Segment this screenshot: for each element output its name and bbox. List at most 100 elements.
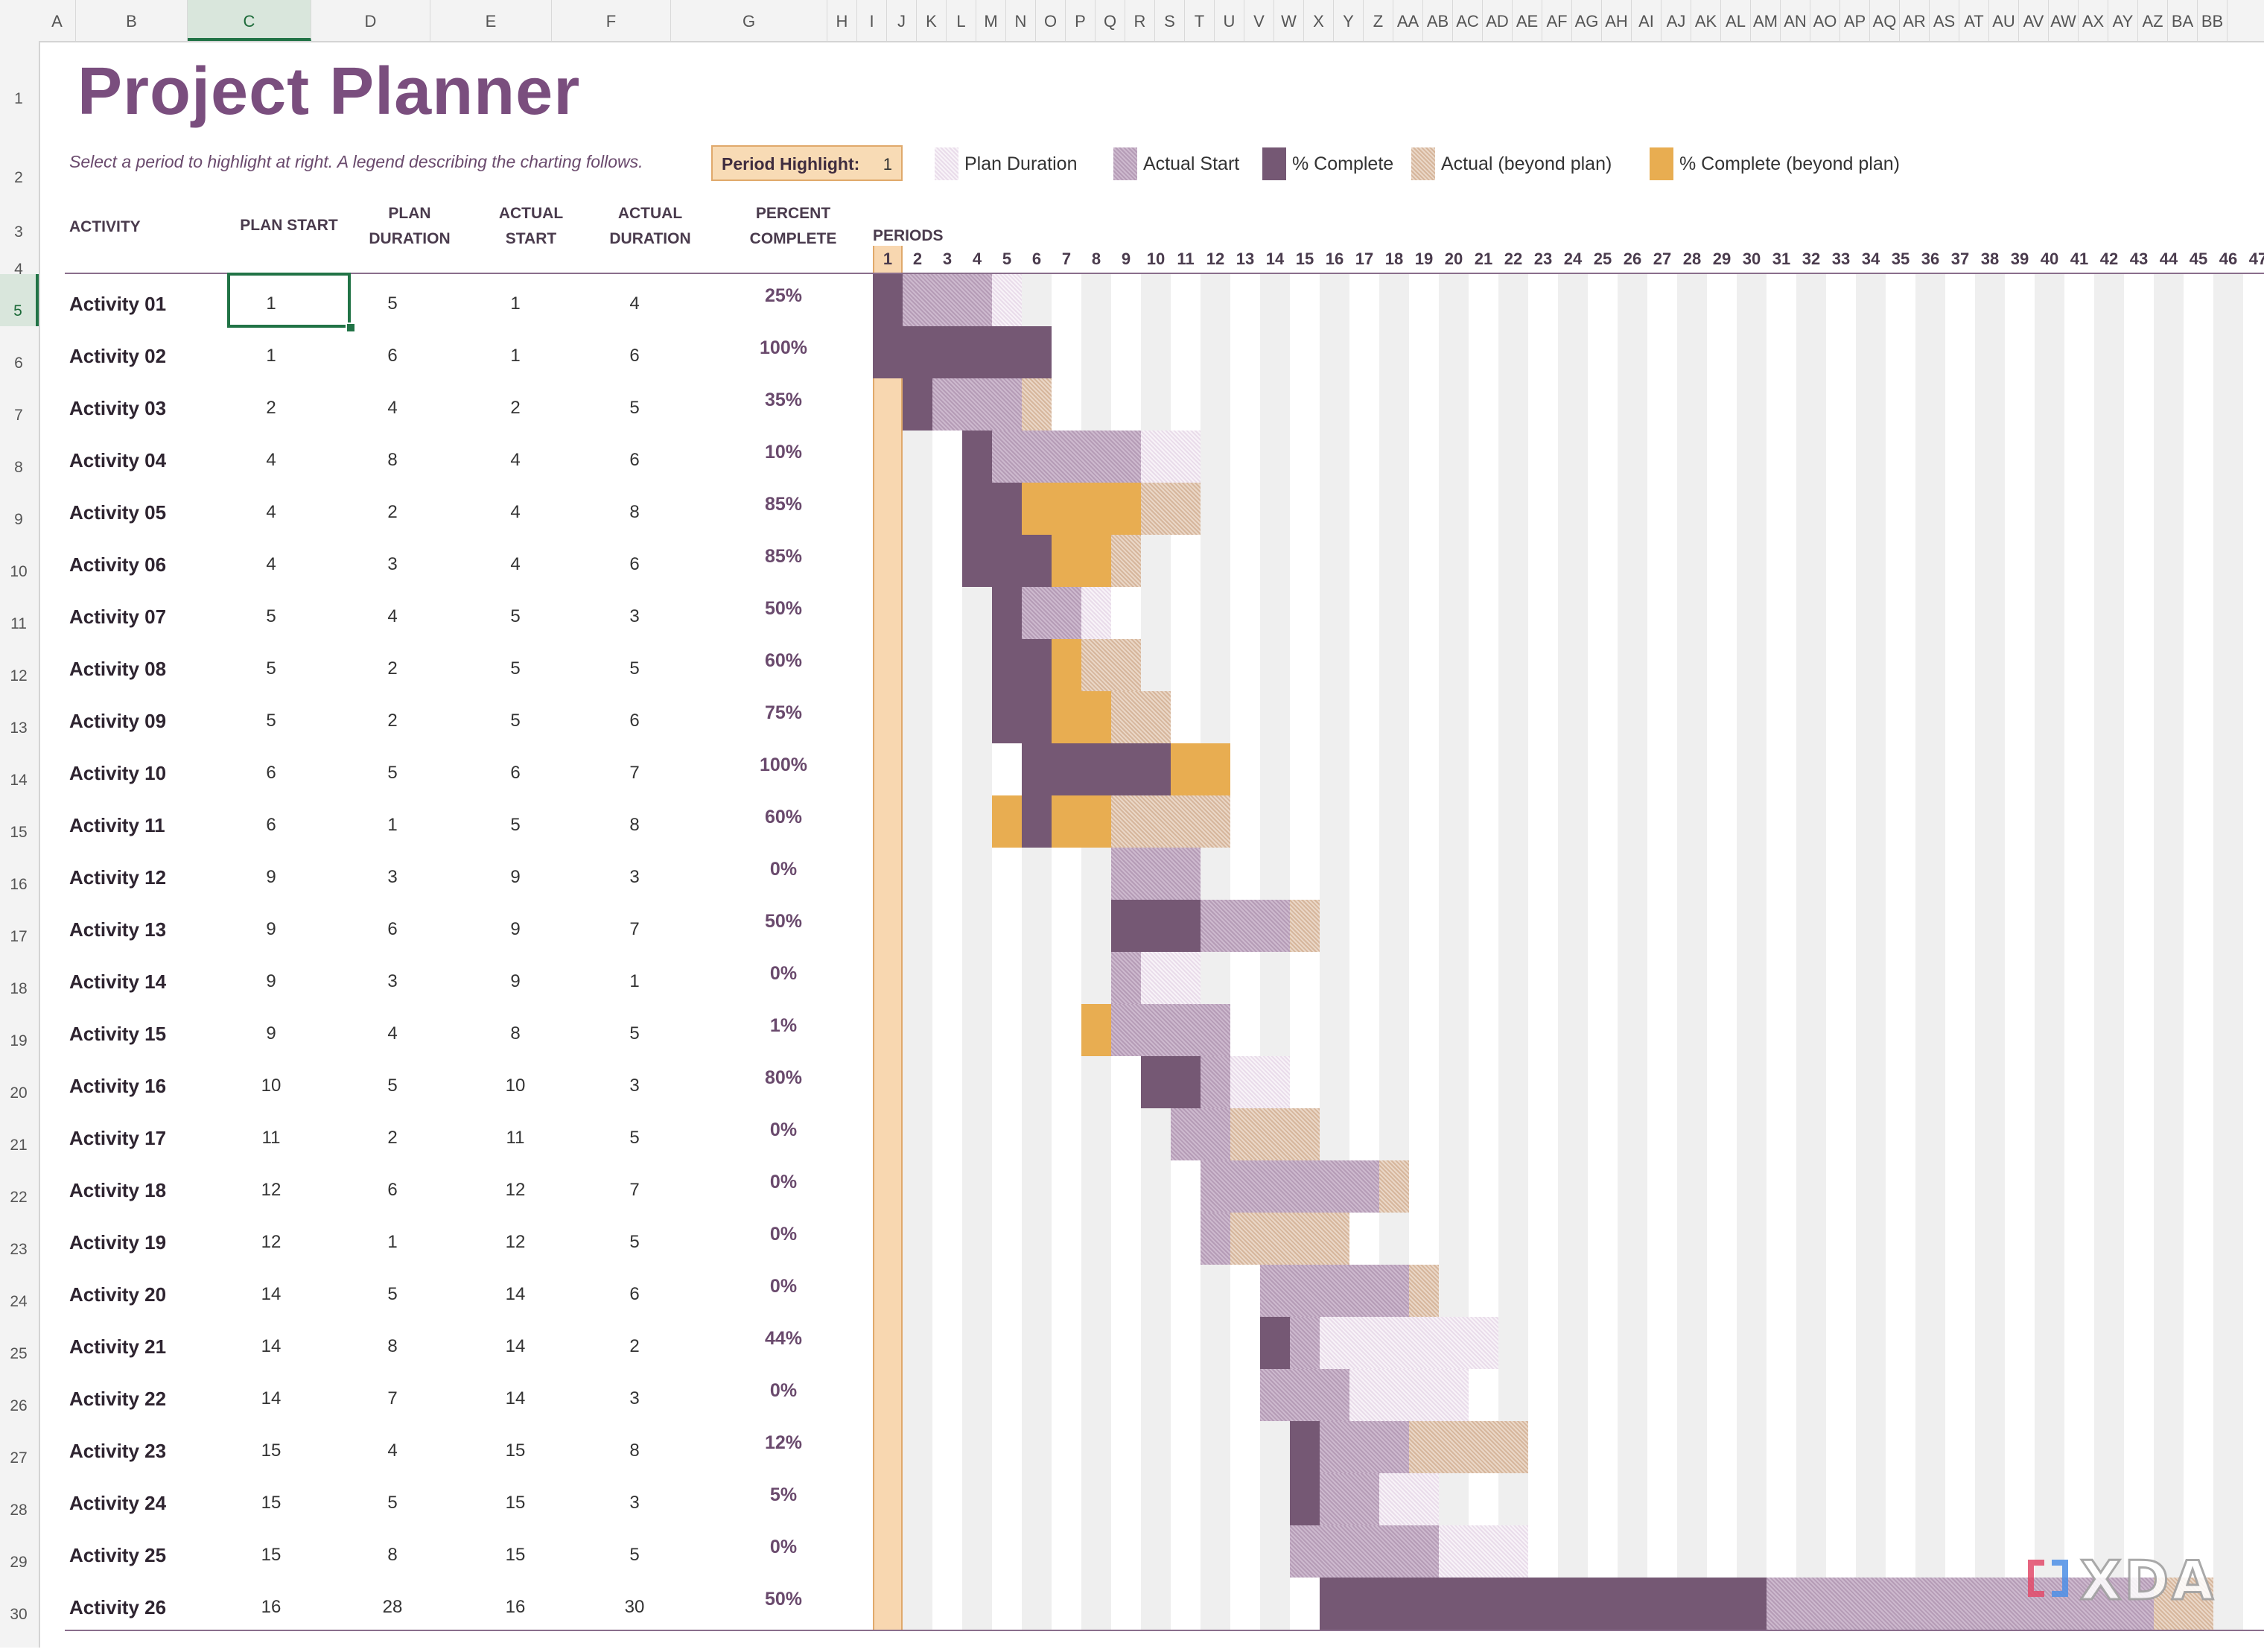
selected-cell[interactable] — [227, 273, 351, 328]
activity-name[interactable]: Activity 18 — [69, 1179, 167, 1201]
actual-start-cell[interactable]: 15 — [505, 1440, 526, 1461]
plan-duration-cell[interactable]: 2 — [387, 711, 398, 731]
column-header-ba[interactable]: BA — [2168, 0, 2198, 41]
column-header-am[interactable]: AM — [1751, 0, 1781, 41]
actual-duration-cell[interactable]: 8 — [629, 1440, 640, 1461]
percent-complete-cell[interactable]: 25% — [764, 285, 803, 306]
activity-name[interactable]: Activity 10 — [69, 762, 167, 784]
column-header-c[interactable]: C — [188, 0, 311, 41]
column-header-o[interactable]: O — [1036, 0, 1066, 41]
activity-name[interactable]: Activity 11 — [69, 814, 165, 836]
row-header-24[interactable]: 24 — [10, 1293, 28, 1310]
row-header-3[interactable]: 3 — [14, 223, 23, 241]
row-header-4[interactable]: 4 — [14, 261, 23, 278]
plan-start-cell[interactable]: 10 — [261, 1076, 282, 1096]
activity-name[interactable]: Activity 06 — [69, 553, 167, 576]
percent-complete-cell[interactable]: 12% — [764, 1432, 803, 1453]
column-header-e[interactable]: E — [430, 0, 552, 41]
actual-duration-cell[interactable]: 5 — [629, 398, 640, 418]
plan-duration-cell[interactable]: 6 — [387, 1180, 398, 1200]
plan-duration-cell[interactable]: 2 — [387, 502, 398, 522]
plan-start-cell[interactable]: 4 — [266, 502, 276, 522]
actual-start-cell[interactable]: 14 — [505, 1388, 526, 1408]
actual-start-cell[interactable]: 1 — [510, 293, 521, 314]
percent-complete-cell[interactable]: 0% — [769, 963, 798, 984]
fill-handle[interactable] — [346, 323, 356, 333]
column-header-ad[interactable]: AD — [1483, 0, 1513, 41]
actual-duration-cell[interactable]: 5 — [629, 1545, 640, 1565]
plan-start-cell[interactable]: 12 — [261, 1180, 282, 1200]
actual-duration-cell[interactable]: 4 — [629, 293, 640, 314]
percent-complete-cell[interactable]: 80% — [764, 1067, 803, 1088]
column-header-ay[interactable]: AY — [2108, 0, 2138, 41]
column-header-an[interactable]: AN — [1781, 0, 1810, 41]
column-header-ah[interactable]: AH — [1602, 0, 1632, 41]
percent-complete-cell[interactable]: 100% — [760, 754, 807, 775]
column-header-ab[interactable]: AB — [1423, 0, 1453, 41]
column-header-w[interactable]: W — [1274, 0, 1304, 41]
plan-start-cell[interactable]: 15 — [261, 1440, 282, 1461]
plan-start-cell[interactable]: 9 — [266, 971, 276, 991]
percent-complete-cell[interactable]: 0% — [769, 1380, 798, 1401]
plan-duration-cell[interactable]: 4 — [387, 1440, 398, 1461]
percent-complete-cell[interactable]: 0% — [769, 1119, 798, 1140]
row-header-25[interactable]: 25 — [10, 1345, 28, 1362]
column-header-aw[interactable]: AW — [2049, 0, 2079, 41]
plan-start-cell[interactable]: 9 — [266, 867, 276, 887]
row-header-20[interactable]: 20 — [10, 1084, 28, 1102]
column-header-h[interactable]: H — [827, 0, 857, 41]
column-header-au[interactable]: AU — [1989, 0, 2019, 41]
plan-start-cell[interactable]: 9 — [266, 1023, 276, 1043]
percent-complete-cell[interactable]: 0% — [769, 1276, 798, 1297]
actual-duration-cell[interactable]: 6 — [629, 554, 640, 574]
actual-duration-cell[interactable]: 5 — [629, 1128, 640, 1148]
plan-duration-cell[interactable]: 4 — [387, 606, 398, 626]
plan-start-cell[interactable]: 1 — [266, 346, 276, 366]
column-header-z[interactable]: Z — [1364, 0, 1393, 41]
actual-duration-cell[interactable]: 7 — [629, 763, 640, 783]
plan-duration-cell[interactable]: 5 — [387, 763, 398, 783]
plan-duration-cell[interactable]: 6 — [387, 919, 398, 939]
activity-name[interactable]: Activity 22 — [69, 1388, 167, 1410]
column-header-k[interactable]: K — [917, 0, 947, 41]
actual-start-cell[interactable]: 6 — [510, 763, 521, 783]
row-header-15[interactable]: 15 — [10, 824, 28, 841]
actual-start-cell[interactable]: 8 — [510, 1023, 521, 1043]
activity-name[interactable]: Activity 20 — [69, 1283, 167, 1306]
actual-start-cell[interactable]: 5 — [510, 711, 521, 731]
plan-duration-cell[interactable]: 28 — [382, 1597, 403, 1617]
plan-start-cell[interactable]: 5 — [266, 711, 276, 731]
plan-start-cell[interactable]: 5 — [266, 606, 276, 626]
actual-duration-cell[interactable]: 6 — [629, 450, 640, 470]
plan-start-cell[interactable]: 4 — [266, 450, 276, 470]
percent-complete-cell[interactable]: 0% — [769, 1224, 798, 1245]
period-highlight-value[interactable]: 1 — [883, 155, 892, 174]
percent-complete-cell[interactable]: 75% — [764, 702, 803, 723]
percent-complete-cell[interactable]: 0% — [769, 1172, 798, 1192]
column-header-az[interactable]: AZ — [2138, 0, 2168, 41]
percent-complete-cell[interactable]: 0% — [769, 859, 798, 880]
column-header-ai[interactable]: AI — [1632, 0, 1662, 41]
actual-start-cell[interactable]: 5 — [510, 815, 521, 835]
column-header-al[interactable]: AL — [1721, 0, 1751, 41]
plan-duration-cell[interactable]: 1 — [387, 1232, 398, 1252]
column-header-ax[interactable]: AX — [2079, 0, 2108, 41]
column-header-q[interactable]: Q — [1096, 0, 1125, 41]
plan-start-cell[interactable]: 4 — [266, 554, 276, 574]
activity-name[interactable]: Activity 23 — [69, 1440, 167, 1462]
plan-duration-cell[interactable]: 3 — [387, 971, 398, 991]
column-header-i[interactable]: I — [857, 0, 887, 41]
activity-name[interactable]: Activity 05 — [69, 501, 167, 524]
column-header-u[interactable]: U — [1215, 0, 1244, 41]
row-header-26[interactable]: 26 — [10, 1397, 28, 1414]
activity-name[interactable]: Activity 04 — [69, 449, 167, 471]
plan-start-cell[interactable]: 11 — [261, 1128, 281, 1148]
column-header-j[interactable]: J — [887, 0, 917, 41]
actual-start-cell[interactable]: 5 — [510, 606, 521, 626]
plan-start-cell[interactable]: 14 — [261, 1284, 282, 1304]
actual-duration-cell[interactable]: 3 — [629, 606, 640, 626]
column-header-ao[interactable]: AO — [1810, 0, 1840, 41]
row-header-16[interactable]: 16 — [10, 876, 28, 893]
column-header-y[interactable]: Y — [1334, 0, 1364, 41]
actual-start-cell[interactable]: 9 — [510, 919, 521, 939]
